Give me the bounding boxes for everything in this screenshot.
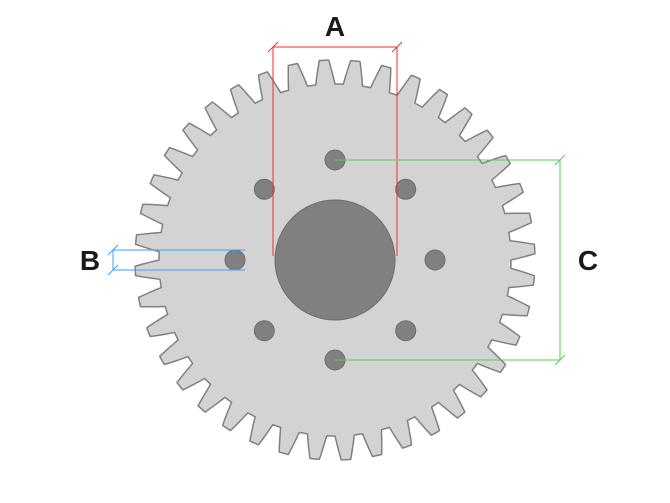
bolt-hole <box>225 250 245 270</box>
dimension-c-label: C <box>578 245 598 276</box>
bolt-hole <box>396 179 416 199</box>
bolt-hole <box>396 321 416 341</box>
bolt-hole <box>254 321 274 341</box>
dimension-b-label: B <box>80 245 100 276</box>
gear-hub <box>275 200 395 320</box>
dimension-a-label: A <box>325 11 345 42</box>
bolt-hole <box>254 179 274 199</box>
bolt-hole <box>425 250 445 270</box>
